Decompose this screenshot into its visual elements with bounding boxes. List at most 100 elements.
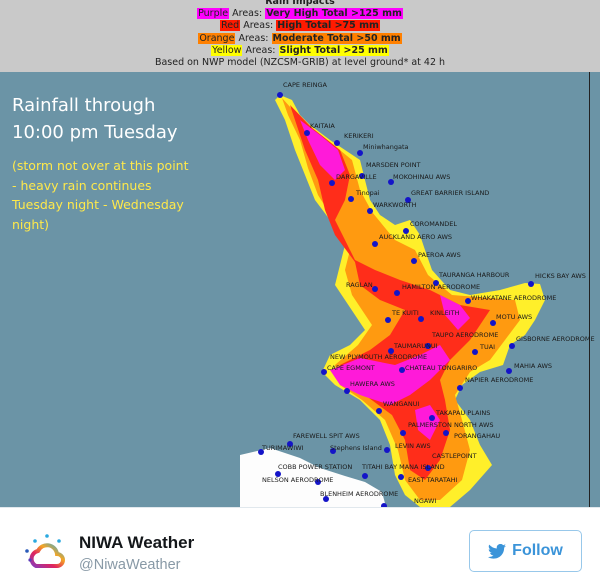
station-label: CAPE REINGA xyxy=(283,81,327,89)
legend-desc: Very High Total >125 mm xyxy=(265,8,403,20)
station-label: FAREWELL SPIT AWS xyxy=(293,432,360,440)
station-dot xyxy=(372,241,378,247)
station-dot xyxy=(528,281,534,287)
station-dot xyxy=(433,280,439,286)
station-dot xyxy=(321,369,327,375)
station-label: LEVIN AWS xyxy=(395,442,431,450)
station-dot xyxy=(359,173,365,179)
headline-line-2: 10:00 pm Tuesday xyxy=(12,122,178,143)
account-name[interactable]: NIWA Weather xyxy=(79,533,195,552)
station-label: KINLEITH xyxy=(430,309,460,317)
station-label: MOTU AWS xyxy=(496,313,533,321)
station-label: TAKAPAU PLAINS xyxy=(436,409,491,417)
station-dot xyxy=(509,343,515,349)
station-dot xyxy=(367,208,373,214)
legend-row-purple: Purple Areas: Very High Total >125 mm xyxy=(0,8,600,20)
map-headline: Rainfall through 10:00 pm Tuesday xyxy=(12,92,178,146)
legend-color-word: Purple xyxy=(197,8,230,20)
station-dot xyxy=(388,179,394,185)
station-dot xyxy=(411,258,417,264)
station-dot xyxy=(348,196,354,202)
station-label: TE KUITI xyxy=(392,309,419,317)
station-dot xyxy=(400,430,406,436)
station-dot xyxy=(506,368,512,374)
station-dot xyxy=(344,388,350,394)
station-label: WHAKATANE AERODROME xyxy=(471,294,557,302)
station-label: GISBORNE AERODROME xyxy=(516,335,595,343)
station-label: NAPIER AERODROME xyxy=(465,376,534,384)
tweet-author-bar: NIWA Weather @NiwaWeather Follow xyxy=(0,507,600,587)
station-label: MARSDEN POINT xyxy=(366,161,421,169)
new-zealand-landmass xyxy=(240,95,545,507)
station-dot xyxy=(384,447,390,453)
account-handle[interactable]: @NiwaWeather xyxy=(79,557,181,573)
station-dot xyxy=(323,496,329,502)
station-label: TURIMAWIWI xyxy=(262,444,304,452)
station-dot xyxy=(388,348,394,354)
legend-areas: Areas: xyxy=(238,32,269,44)
station-label: COBB POWER STATION xyxy=(278,463,353,471)
station-dot xyxy=(287,441,293,447)
legend-desc: Slight Total >25 mm xyxy=(278,44,389,56)
station-dot xyxy=(329,180,335,186)
south-island xyxy=(240,448,386,507)
legend-row-orange: Orange Areas: Moderate Total >50 mm xyxy=(0,32,600,45)
station-label: CHATEAU TONGARIRO xyxy=(405,364,478,372)
station-label: TAUMARUNUI xyxy=(394,342,438,350)
station-dot xyxy=(425,343,431,349)
legend-areas: Areas: xyxy=(243,20,274,32)
station-label: NGAWI xyxy=(414,497,437,505)
station-label: GREAT BARRIER ISLAND xyxy=(411,189,490,197)
station-label: Miniwhangata xyxy=(363,143,409,151)
station-dot xyxy=(399,367,405,373)
station-label: Stephens Island xyxy=(330,444,382,452)
station-dot xyxy=(304,130,310,136)
station-label: AUCKLAND AERO AWS xyxy=(379,233,453,241)
station-dot xyxy=(334,140,340,146)
station-label: PALMERSTON NORTH AWS xyxy=(408,421,494,429)
station-label: CASTLEPOINT xyxy=(432,452,477,460)
rain-impacts-legend: Rain Impacts Purple Areas: Very High Tot… xyxy=(0,0,600,72)
station-dot xyxy=(425,465,431,471)
station-label: Tinopai xyxy=(356,189,380,197)
station-dot xyxy=(472,349,478,355)
station-label: HAMILTON AERODROME xyxy=(402,283,481,291)
station-label: KAITAIA xyxy=(310,122,335,130)
follow-button[interactable]: Follow xyxy=(469,530,582,572)
legend-areas: Areas: xyxy=(245,44,276,56)
niwa-logo-avatar[interactable] xyxy=(22,532,66,576)
station-dot xyxy=(362,473,368,479)
station-label: KERIKERI xyxy=(344,132,374,140)
station-label: BLENHEIM AERODROME xyxy=(320,490,399,498)
station-label: PORANGAHAU xyxy=(454,432,501,440)
station-dot xyxy=(385,317,391,323)
north-island-magenta-east xyxy=(440,295,470,330)
station-label: CAPE EGMONT xyxy=(327,364,375,372)
station-dot xyxy=(330,448,336,454)
station-label: WANGANUI xyxy=(383,400,420,408)
station-dot xyxy=(465,298,471,304)
follow-label: Follow xyxy=(512,542,563,559)
station-dot xyxy=(398,474,404,480)
rainfall-map: Rainfall through 10:00 pm Tuesday (storm… xyxy=(0,72,600,507)
legend-color-word: Orange xyxy=(198,32,236,44)
station-dot xyxy=(443,430,449,436)
station-label: DARGAVILLE xyxy=(336,173,377,181)
station-label: MOKOHINAU AWS xyxy=(393,173,451,181)
station-dot xyxy=(403,228,409,234)
station-label: NEW PLYMOUTH AERODROME xyxy=(330,353,428,361)
storm-note: (storm not over at this point - heavy ra… xyxy=(12,158,189,232)
headline-line-1: Rainfall through xyxy=(12,95,156,116)
station-label: TITAHI BAY MANA ISLAND xyxy=(362,463,445,471)
twitter-bird-icon xyxy=(488,543,507,559)
map-border xyxy=(589,72,590,507)
station-dot xyxy=(277,92,283,98)
station-label: PAEROA AWS xyxy=(418,251,461,259)
station-label: HAWERA AWS xyxy=(350,380,395,388)
station-label: RAGLAN xyxy=(346,281,373,289)
station-label: TAUPO AERODROME xyxy=(432,331,499,339)
model-note: Based on NWP model (NZCSM-GRIB) at level… xyxy=(154,56,446,68)
station-label: TAURANGA HARBOUR xyxy=(439,271,510,279)
north-island-red xyxy=(290,105,490,480)
station-dot xyxy=(376,408,382,414)
